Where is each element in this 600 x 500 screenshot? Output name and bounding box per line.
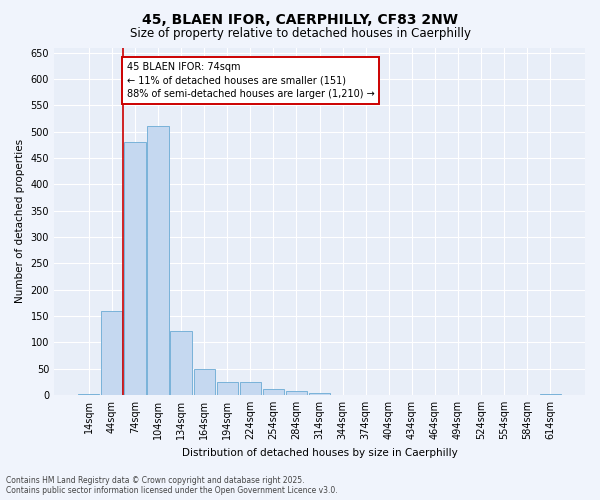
X-axis label: Distribution of detached houses by size in Caerphilly: Distribution of detached houses by size …: [182, 448, 457, 458]
Bar: [148, 126, 169, 395]
Text: 45 BLAEN IFOR: 74sqm
← 11% of detached houses are smaller (151)
88% of semi-deta: 45 BLAEN IFOR: 74sqm ← 11% of detached h…: [127, 62, 374, 98]
Y-axis label: Number of detached properties: Number of detached properties: [15, 139, 25, 304]
Bar: [101, 310, 122, 395]
Bar: [170, 330, 191, 395]
Text: Contains HM Land Registry data © Crown copyright and database right 2025.
Contai: Contains HM Land Registry data © Crown c…: [6, 476, 338, 495]
Text: 45, BLAEN IFOR, CAERPHILLY, CF83 2NW: 45, BLAEN IFOR, CAERPHILLY, CF83 2NW: [142, 12, 458, 26]
Bar: [217, 382, 238, 395]
Bar: [78, 394, 100, 395]
Bar: [124, 142, 146, 395]
Bar: [194, 368, 215, 395]
Bar: [286, 390, 307, 395]
Text: Size of property relative to detached houses in Caerphilly: Size of property relative to detached ho…: [130, 28, 470, 40]
Bar: [263, 388, 284, 395]
Bar: [309, 393, 330, 395]
Bar: [239, 382, 261, 395]
Bar: [539, 394, 561, 395]
